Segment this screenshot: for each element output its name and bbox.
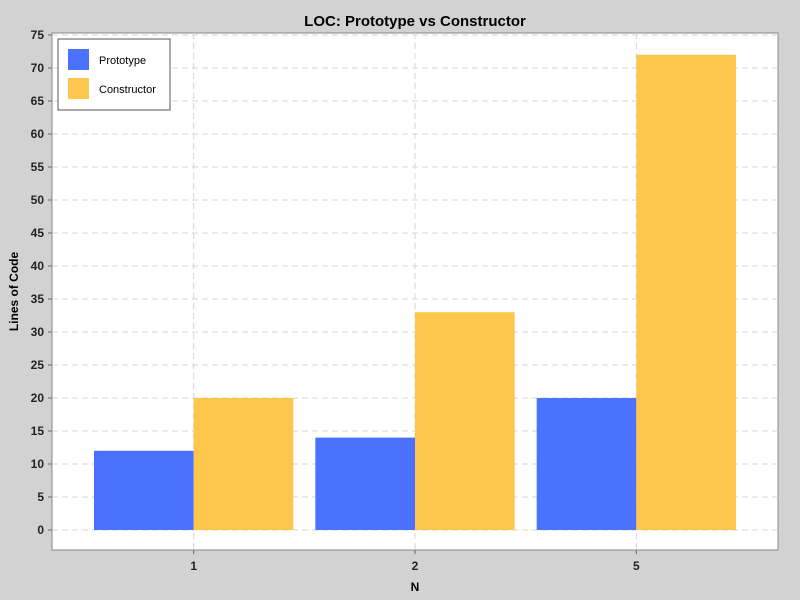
x-tick-label: 5 [633, 559, 640, 573]
legend-swatch-prototype [68, 49, 89, 70]
legend: Prototype Constructor [57, 38, 171, 111]
y-tick-label: 30 [31, 325, 45, 339]
bar-prototype-5 [536, 398, 637, 530]
bar-constructor-1 [193, 398, 294, 530]
y-tick-label: 60 [31, 127, 45, 141]
y-tick-label: 40 [31, 259, 45, 273]
y-tick-label: 50 [31, 193, 45, 207]
x-tick-label: 1 [190, 559, 197, 573]
y-tick-label: 20 [31, 391, 45, 405]
y-tick-label: 55 [31, 160, 45, 174]
legend-label-prototype: Prototype [99, 55, 146, 67]
y-tick-label: 10 [31, 457, 45, 471]
y-tick-label: 45 [31, 226, 45, 240]
bar-prototype-1 [94, 450, 194, 530]
y-tick-label: 35 [31, 292, 45, 306]
legend-swatch-constructor [68, 78, 89, 99]
bar-constructor-5 [636, 54, 736, 531]
y-tick-label: 15 [31, 424, 45, 438]
bars [94, 54, 736, 531]
y-tick-label: 65 [31, 94, 45, 108]
y-tick-label: 5 [37, 490, 44, 504]
y-tick-label: 70 [31, 61, 45, 75]
y-tick-label: 0 [37, 523, 44, 537]
legend-label-constructor: Constructor [99, 84, 156, 96]
x-tick-label: 2 [412, 559, 419, 573]
x-axis-label: N [411, 580, 420, 594]
bar-prototype-2 [315, 437, 415, 530]
y-tick-label: 75 [31, 28, 45, 42]
chart-title: LOC: Prototype vs Constructor [304, 13, 526, 30]
y-axis-label: Lines of Code [7, 252, 21, 332]
y-tick-label: 25 [31, 358, 45, 372]
bar-constructor-2 [415, 312, 515, 530]
